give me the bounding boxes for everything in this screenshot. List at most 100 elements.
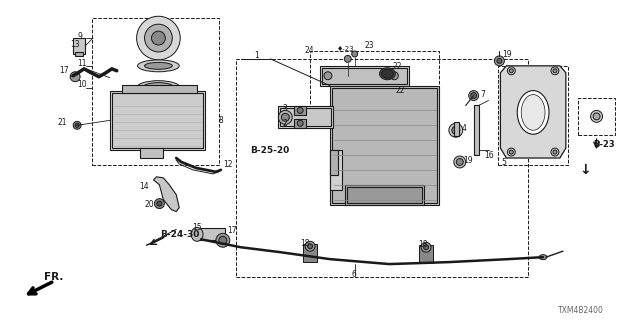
Circle shape [497,58,502,63]
Circle shape [352,51,358,57]
Bar [330,86,439,204]
Circle shape [553,69,557,73]
Ellipse shape [384,91,395,100]
Bar [419,245,433,263]
Text: 15: 15 [192,223,202,232]
Bar [474,106,479,155]
Text: B-25-20: B-25-20 [251,146,290,155]
Bar [75,52,83,56]
Text: 18: 18 [418,240,428,249]
Text: 22: 22 [392,62,402,71]
Bar [332,88,437,203]
Ellipse shape [136,81,180,95]
Text: 14: 14 [140,182,149,191]
Circle shape [344,55,351,62]
Circle shape [509,150,513,154]
Circle shape [324,72,332,80]
Text: 3: 3 [282,104,287,113]
Text: 12: 12 [223,160,232,170]
Bar [280,108,331,126]
Ellipse shape [191,228,203,241]
Text: 21: 21 [58,118,67,127]
Text: 9: 9 [77,32,82,41]
Bar [112,92,203,148]
Text: 23: 23 [365,42,374,51]
Text: 2: 2 [282,119,287,128]
Bar [330,150,342,190]
Text: B-24-30: B-24-30 [161,230,200,239]
Bar [322,68,407,84]
Circle shape [154,199,164,209]
Ellipse shape [145,62,172,69]
Circle shape [508,148,515,156]
Circle shape [305,241,315,251]
Bar [310,51,439,125]
Bar [303,244,317,262]
Circle shape [73,121,81,129]
Ellipse shape [539,255,547,260]
Ellipse shape [143,83,174,92]
Bar [345,185,424,204]
Circle shape [551,148,559,156]
Text: TXM4B2400: TXM4B2400 [558,306,604,315]
Circle shape [470,92,477,99]
Circle shape [297,108,303,113]
Text: 6: 6 [352,270,356,279]
Polygon shape [500,66,566,158]
Ellipse shape [382,89,397,102]
Polygon shape [154,177,179,212]
Circle shape [452,126,460,134]
Circle shape [152,31,165,45]
Text: 18: 18 [300,239,310,248]
Circle shape [390,72,398,80]
Text: 17: 17 [60,66,69,75]
Bar [110,91,205,150]
Circle shape [495,56,504,66]
Circle shape [308,244,312,249]
Text: 1: 1 [255,52,259,60]
Bar [294,119,306,128]
Circle shape [136,16,180,60]
Circle shape [282,113,289,121]
Ellipse shape [380,68,396,80]
Text: 8: 8 [219,116,223,125]
Circle shape [593,113,600,120]
Text: 17: 17 [227,226,236,235]
Circle shape [509,69,513,73]
Circle shape [219,236,227,244]
Text: 11: 11 [77,59,86,68]
Bar [236,59,528,277]
Circle shape [70,72,80,82]
Circle shape [145,24,172,52]
Text: 22: 22 [396,86,405,95]
Bar [278,107,333,128]
Bar [73,38,85,54]
Text: 24: 24 [304,46,314,55]
Bar [320,66,409,86]
Text: 4: 4 [461,124,467,133]
Circle shape [508,67,515,75]
Text: 20: 20 [145,200,154,209]
Text: 19: 19 [463,156,472,164]
Text: 7: 7 [481,90,486,99]
Text: FR.: FR. [44,272,64,282]
Circle shape [551,67,559,75]
Circle shape [424,245,429,250]
Bar [294,107,306,116]
Ellipse shape [381,69,394,78]
Text: B-23: B-23 [594,140,615,148]
Text: 13: 13 [70,39,80,49]
Text: ↓: ↓ [580,163,591,177]
Circle shape [468,91,479,100]
Bar [347,187,422,203]
Ellipse shape [521,95,545,130]
Circle shape [454,156,466,168]
Text: 10: 10 [77,80,87,89]
Bar [499,66,568,165]
Bar [92,18,219,165]
Ellipse shape [517,91,549,134]
Bar [197,228,225,240]
Circle shape [421,242,431,252]
Bar [140,148,163,158]
Circle shape [216,233,230,247]
